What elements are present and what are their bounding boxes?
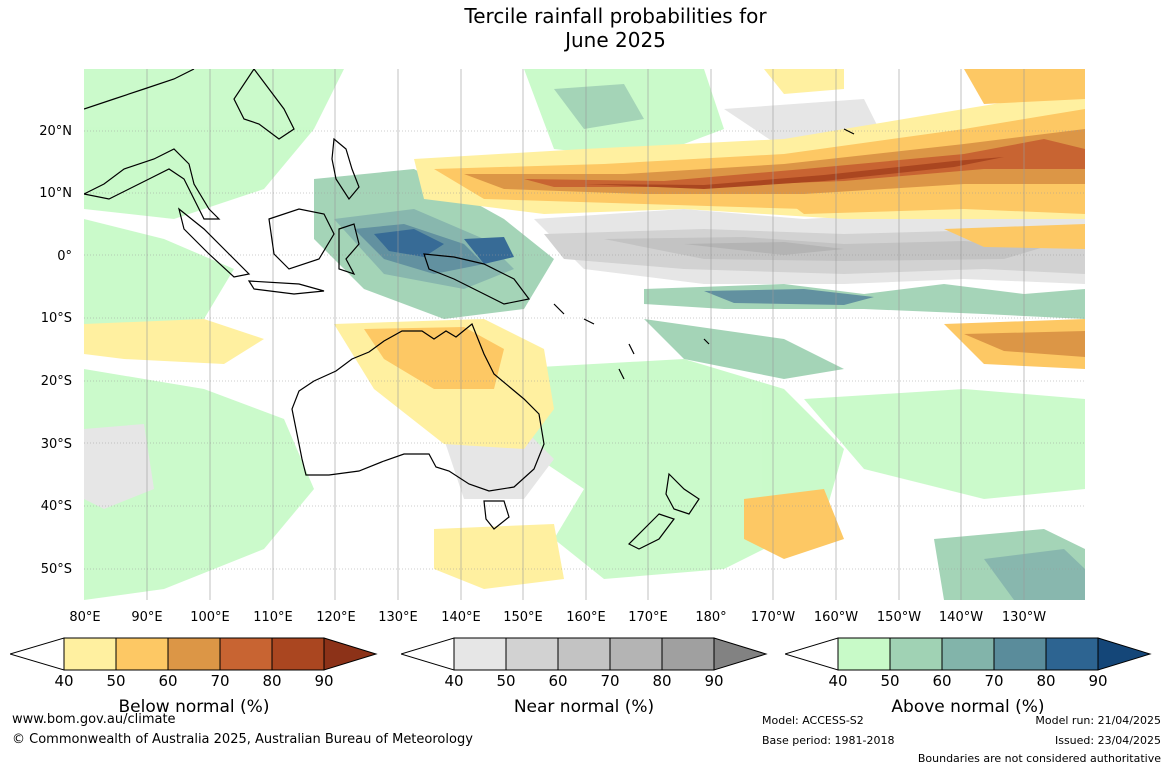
footer-issued: Issued: 23/04/2025	[1054, 734, 1161, 747]
footer-model-run: Model run: 21/04/2025	[1035, 714, 1161, 727]
map-title-line2: June 2025	[565, 28, 666, 52]
map-title: Tercile rainfall probabilities for June …	[0, 4, 1173, 52]
lon-label-130e: 130°E	[378, 610, 418, 625]
new-zealand-north-outline	[665, 472, 700, 515]
colorbar-above-tick-70: 70	[984, 672, 1004, 690]
footer-copyright: © Commonwealth of Australia 2025, Austra…	[12, 732, 473, 747]
lat-label-0: 0°	[57, 249, 72, 264]
colorbar-near-tick-40: 40	[444, 672, 464, 690]
lat-label-10n: 10°N	[39, 186, 72, 201]
lon-label-160e: 160°E	[566, 610, 606, 625]
lon-label-150w: 150°W	[876, 610, 922, 625]
coastlines	[84, 69, 855, 550]
colorbar-above-high-arrow	[1097, 637, 1152, 671]
china-coast-outline	[233, 69, 295, 140]
colorbar-below-seg-5	[271, 637, 325, 671]
lon-label-100e: 100°E	[190, 610, 230, 625]
colorbar-near-tick-70: 70	[600, 672, 620, 690]
footer-website-link[interactable]: www.bom.gov.au/climate	[12, 712, 176, 727]
colorbar-above	[785, 637, 1152, 671]
asia-mainland-outline	[84, 69, 221, 220]
below-normal-regions	[84, 69, 1085, 589]
graticule	[84, 69, 1085, 600]
colorbar-near-tick-60: 60	[548, 672, 568, 690]
lat-label-50s: 50°S	[40, 562, 72, 577]
colorbar-above-low-arrow	[785, 637, 839, 671]
colorbar-above-seg-3	[941, 637, 995, 671]
colorbar-below	[10, 637, 378, 671]
new-zealand-south-outline	[627, 513, 675, 550]
sumatra-outline	[177, 207, 251, 278]
australia-outline	[291, 323, 545, 492]
colorbar-above-tick-90: 90	[1088, 672, 1108, 690]
colorbar-above-tick-50: 50	[880, 672, 900, 690]
philippines-outline	[331, 137, 360, 201]
colorbar-below-tick-70: 70	[210, 672, 230, 690]
colorbar-above-seg-1	[837, 637, 891, 671]
colorbar-below-tick-50: 50	[106, 672, 126, 690]
colorbar-near-low-arrow	[401, 637, 455, 671]
lat-label-30s: 30°S	[40, 437, 72, 452]
colorbar-near-seg-1	[453, 637, 507, 671]
colorbar-near-title: Near normal (%)	[513, 697, 655, 717]
colorbar-below-seg-1	[63, 637, 117, 671]
lon-label-140e: 140°E	[441, 610, 481, 625]
colorbar-below-tick-80: 80	[262, 672, 282, 690]
lon-label-110e: 110°E	[253, 610, 293, 625]
colorbar-above-tick-40: 40	[828, 672, 848, 690]
lon-label-80e: 80°E	[69, 610, 101, 625]
colorbar-above-seg-5	[1045, 637, 1099, 671]
lon-label-90e: 90°E	[131, 610, 163, 625]
colorbar-below-low-arrow	[10, 637, 65, 671]
borneo-outline	[268, 208, 335, 270]
colorbar-above-title: Above normal (%)	[891, 697, 1045, 717]
colorbar-near-tick-80: 80	[652, 672, 672, 690]
lon-label-120e: 120°E	[316, 610, 356, 625]
colorbar-near-seg-4	[609, 637, 663, 671]
colorbar-below-tick-40: 40	[54, 672, 74, 690]
footer-base-period: Base period: 1981-2018	[762, 734, 895, 747]
lon-label-150e: 150°E	[503, 610, 543, 625]
colorbar-above-seg-4	[993, 637, 1047, 671]
colorbar-near-high-arrow	[713, 637, 768, 671]
colorbar-near	[401, 637, 768, 671]
colorbar-below-high-arrow	[323, 637, 378, 671]
colorbar-above-tick-80: 80	[1036, 672, 1056, 690]
footer-model: Model: ACCESS-S2	[762, 714, 864, 727]
colorbar-near-seg-3	[557, 637, 611, 671]
colorbar-below-tick-60: 60	[158, 672, 178, 690]
lon-label-140w: 140°W	[938, 610, 984, 625]
pacific-islands-outline	[553, 128, 855, 380]
colorbar-above-tick-60: 60	[932, 672, 952, 690]
colorbar-near-seg-5	[661, 637, 715, 671]
sulawesi-outline	[338, 223, 360, 276]
new-guinea-outline	[423, 253, 531, 305]
lat-label-40s: 40°S	[40, 499, 72, 514]
lat-label-20s: 20°S	[40, 374, 72, 389]
lat-label-10s: 10°S	[40, 311, 72, 326]
probability-map	[84, 69, 1085, 600]
lon-label-170w: 170°W	[750, 610, 796, 625]
lon-label-160w: 160°W	[813, 610, 859, 625]
lon-label-130w: 130°W	[1001, 610, 1047, 625]
colorbar-near-seg-2	[505, 637, 559, 671]
colorbar-near-tick-50: 50	[496, 672, 516, 690]
lat-label-20n: 20°N	[39, 124, 72, 139]
colorbar-below-title: Below normal (%)	[118, 697, 270, 717]
lon-label-180: 180°	[695, 610, 727, 625]
colorbar-above-seg-2	[889, 637, 943, 671]
colorbar-below-seg-2	[115, 637, 169, 671]
footer-disclaimer: Boundaries are not considered authoritat…	[917, 752, 1161, 765]
colorbar-below-tick-90: 90	[314, 672, 334, 690]
colorbar-below-seg-4	[219, 637, 273, 671]
lon-label-170e: 170°E	[628, 610, 668, 625]
tasmania-outline	[483, 500, 510, 530]
map-title-line1: Tercile rainfall probabilities for	[464, 4, 767, 28]
colorbar-below-seg-3	[167, 637, 221, 671]
java-outline	[247, 280, 325, 295]
colorbar-near-tick-90: 90	[704, 672, 724, 690]
